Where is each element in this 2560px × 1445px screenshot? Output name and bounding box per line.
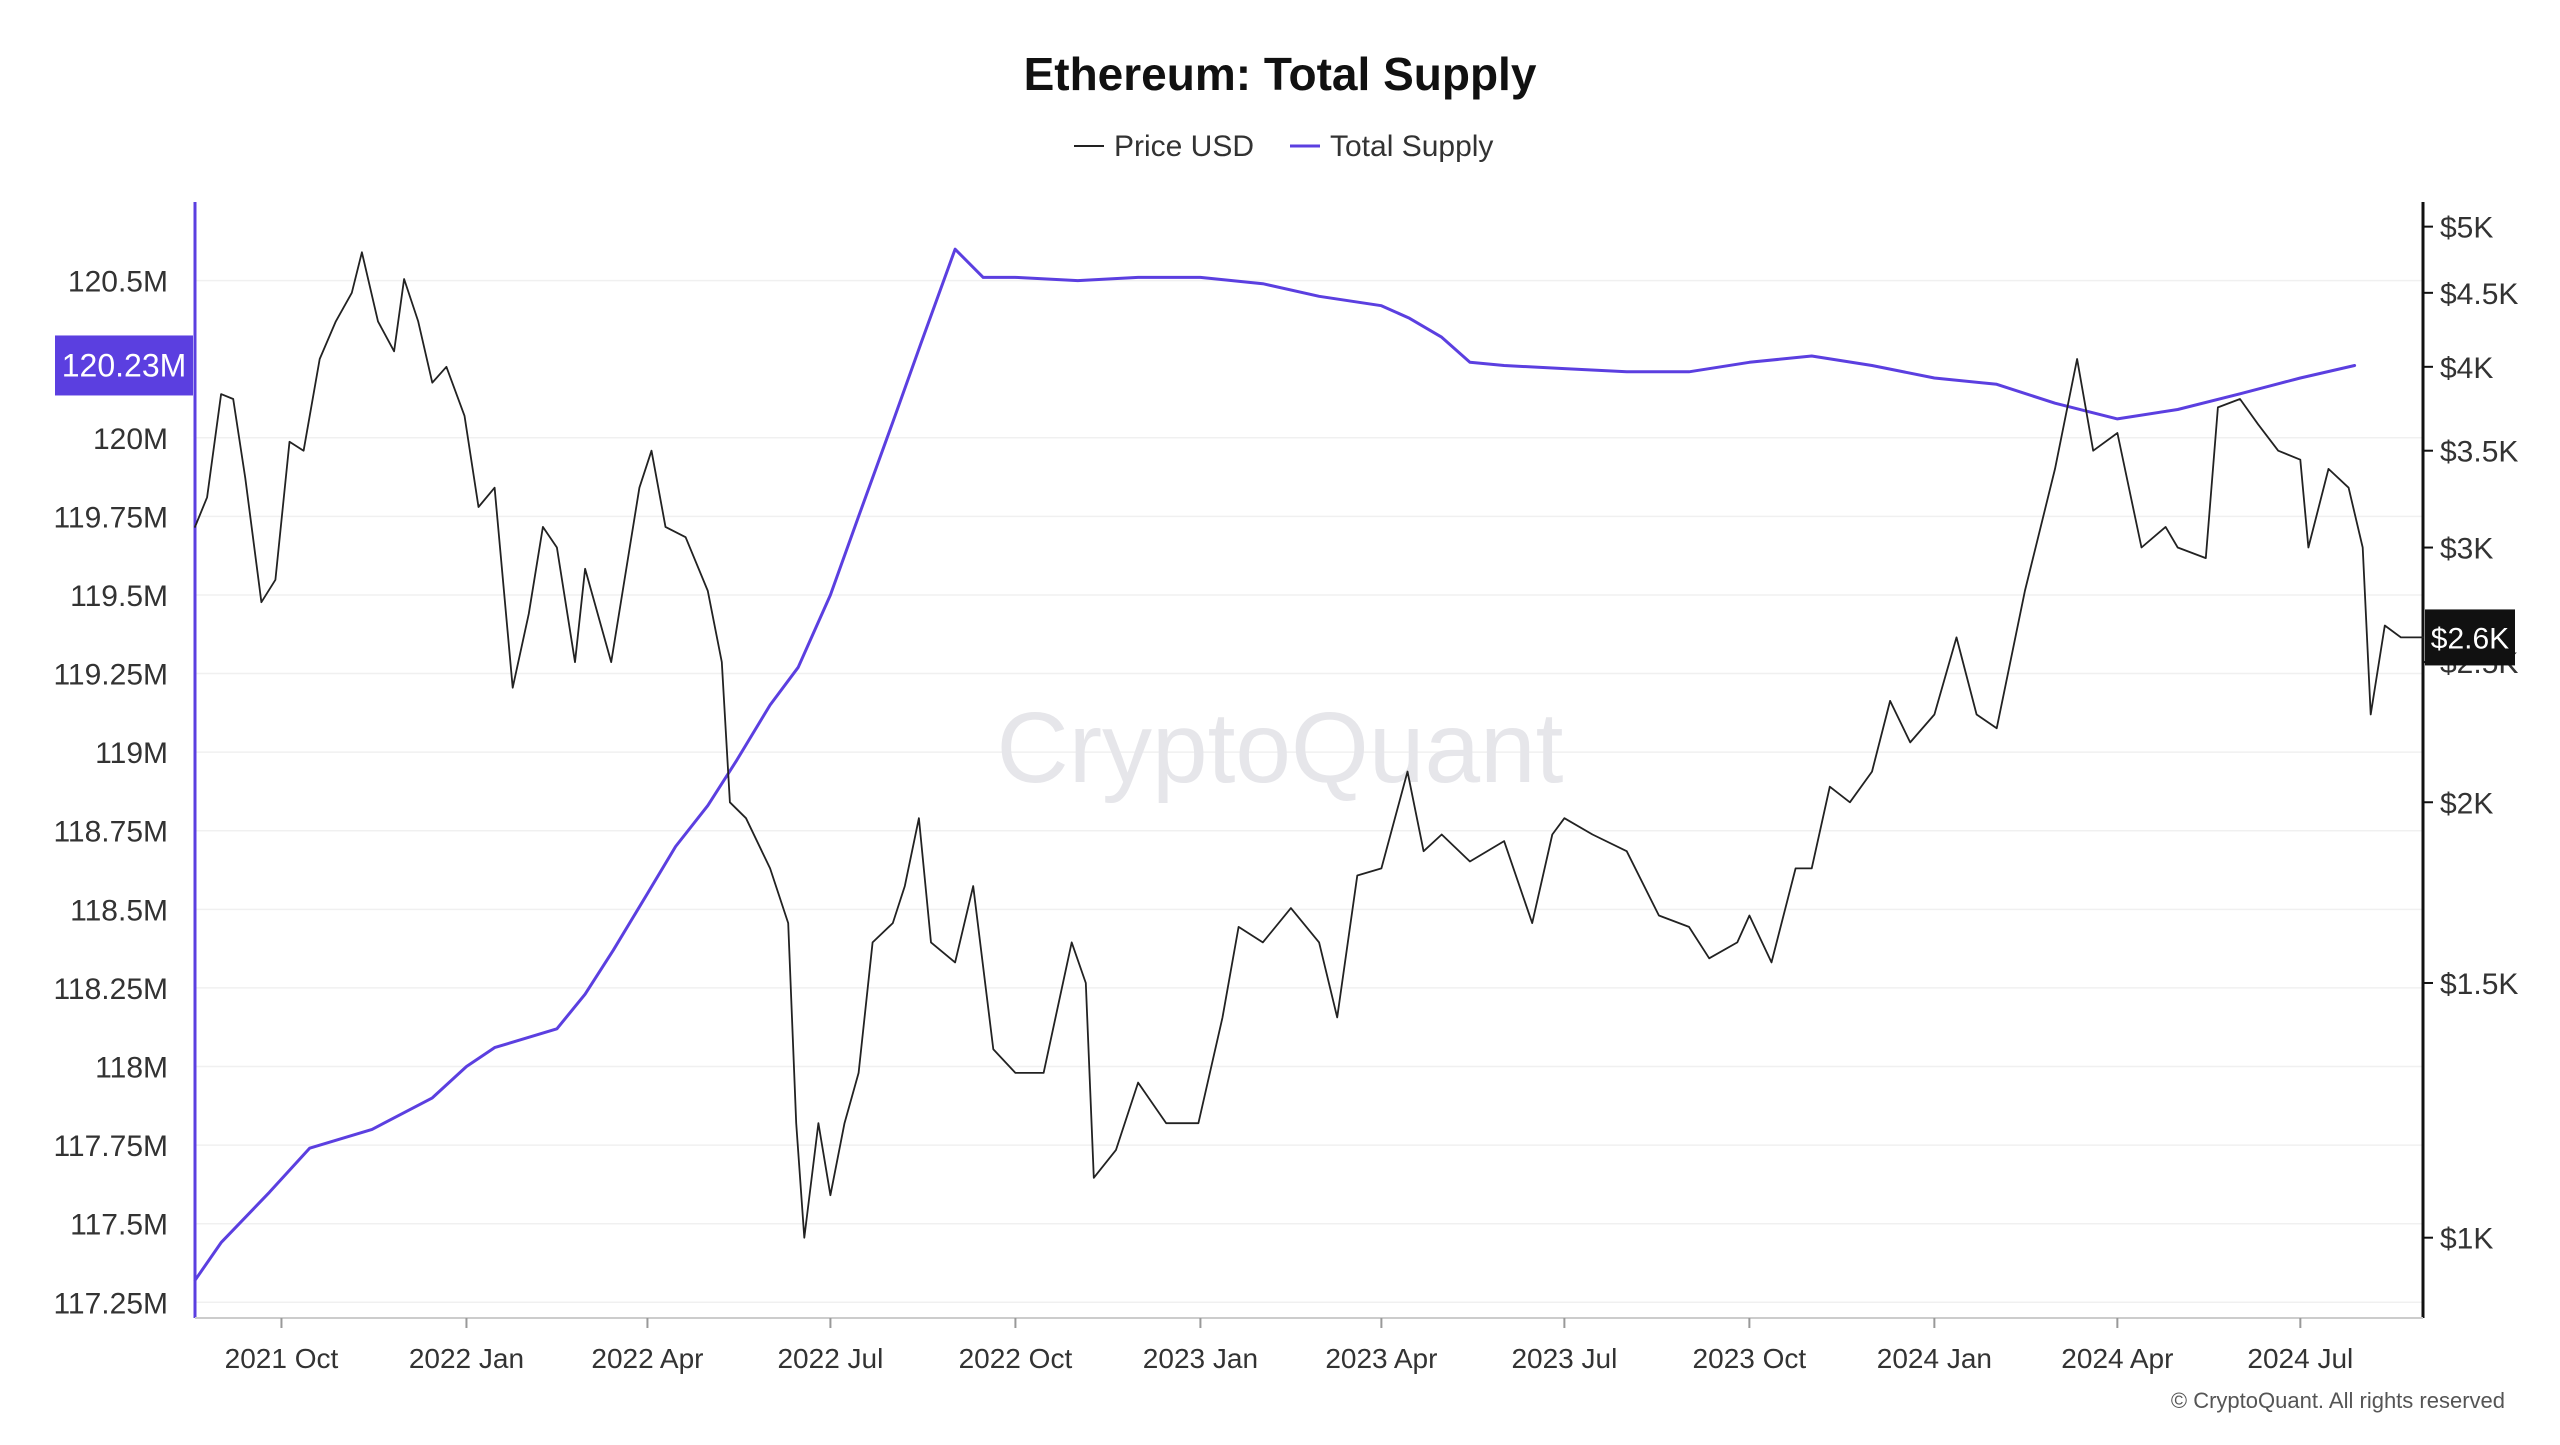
left-tick-label: 119.75M [53,501,168,534]
left-tick-label: 119M [95,737,168,770]
grid-lines [195,279,2423,1304]
left-current-badge [55,335,193,396]
x-tick-label: 2024 Jan [1877,1343,1992,1374]
left-axis: 117.25M 117.5M 117.75M 118M 118.25M 118.5M 118… [53,202,197,1320]
right-tick-label: $5K [2440,212,2493,245]
legend-label-price[interactable]: Price USD [1114,130,1254,163]
x-tick-label: 2021 Oct [225,1343,339,1374]
left-tick-label: 118.5M [70,894,168,927]
right-tick-label: $3K [2440,533,2493,566]
left-tick-label: 118.25M [53,973,168,1006]
right-tick-label: $1.5K [2440,968,2518,1001]
watermark: CryptoQuant [997,692,1564,804]
series-line-total-supply [193,247,2357,1282]
footer-copyright: © CryptoQuant. All rights reserved [2171,1388,2505,1413]
left-tick-label: 118M [95,1052,168,1085]
x-tick-label: 2024 Jul [2247,1343,2353,1374]
right-current-label: $2.6K [2431,622,2509,655]
legend: Price USD Total Supply [1074,130,1493,163]
right-tick-label: $4K [2440,352,2493,385]
x-tick-label: 2023 Jan [1143,1343,1258,1374]
x-tick-label: 2022 Oct [959,1343,1073,1374]
right-tick-label: $3.5K [2440,436,2518,469]
right-tick-label: $2K [2440,787,2493,820]
left-tick-label: 120.5M [68,266,168,299]
x-tick-label: 2022 Apr [591,1343,703,1374]
right-tick-label: $4.5K [2440,278,2518,311]
left-tick-label: 119.25M [53,659,168,692]
right-current-badge [2425,609,2515,666]
x-tick-label: 2024 Apr [2061,1343,2173,1374]
x-tick-label: 2023 Oct [1693,1343,1807,1374]
left-tick-label: 118.75M [53,816,168,849]
x-tick-label: 2023 Apr [1325,1343,1437,1374]
left-tick-label: 117.5M [70,1209,168,1242]
chart-title: Ethereum: Total Supply [1024,48,1537,100]
x-tick-label: 2022 Jan [409,1343,524,1374]
legend-label-supply[interactable]: Total Supply [1330,130,1493,163]
left-tick-label: 117.75M [53,1130,168,1163]
right-axis: $1K$1.5K$2K$2.5K$3K$3.5K$4K$4.5K$5K [2421,202,2518,1318]
right-tick-label: $1K [2440,1223,2493,1256]
left-tick-label: 117.25M [53,1287,168,1320]
x-axis: 2021 Oct 2022 Jan 2022 Apr 2022 Jul 2022 Oct… [195,1317,2423,1374]
series-layer [193,247,2424,1282]
series-line-price-usd [194,251,2424,1239]
current-value-badges: 120.23M $2.6K [55,335,2515,666]
left-current-label: 120.23M [62,347,187,383]
x-tick-label: 2022 Jul [777,1343,883,1374]
left-tick-label: 120M [93,423,168,456]
x-tick-label: 2023 Jul [1511,1343,1617,1374]
left-tick-label: 119.5M [70,580,168,613]
